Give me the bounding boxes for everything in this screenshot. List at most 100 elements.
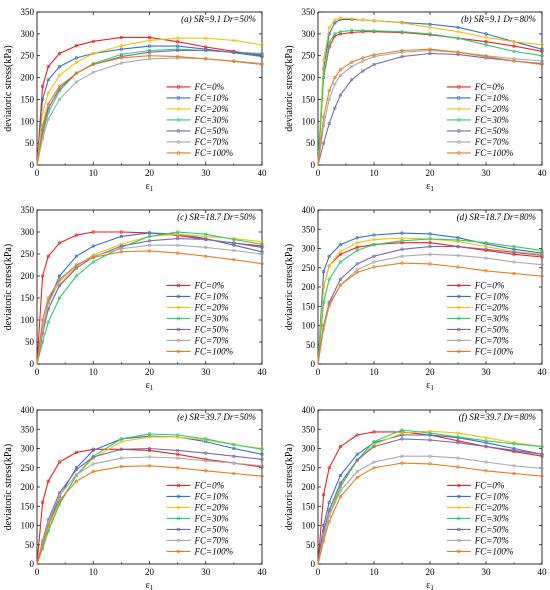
data-point: [333, 18, 337, 22]
data-point: [327, 277, 331, 281]
data-point: [41, 84, 45, 88]
data-point: [260, 262, 264, 266]
data-point: [147, 57, 152, 61]
data-point: [400, 241, 404, 245]
data-point: [74, 263, 78, 267]
y-tick-label: 0: [311, 160, 316, 170]
legend-marker: [457, 96, 461, 100]
x-tick-label: 20: [426, 567, 436, 577]
data-point: [232, 258, 236, 262]
data-point: [361, 18, 365, 22]
data-point: [338, 444, 343, 449]
data-point: [338, 283, 343, 287]
x-tick-label: 30: [201, 367, 211, 377]
legend-marker: [176, 107, 181, 111]
y-tick-label: 250: [21, 463, 35, 473]
data-point: [400, 461, 404, 465]
data-point: [91, 70, 95, 74]
data-point: [147, 239, 152, 243]
data-point: [484, 439, 488, 443]
y-axis-title: deviatoric stress(kPa): [284, 45, 295, 131]
data-point: [428, 462, 432, 466]
data-point: [260, 457, 264, 461]
data-point: [176, 435, 180, 439]
series-line-10pct: [36, 45, 263, 166]
data-point: [232, 248, 236, 253]
legend-marker: [176, 151, 181, 155]
y-tick-label: 100: [21, 116, 35, 126]
legend-marker: [176, 349, 181, 354]
data-point: [46, 78, 50, 82]
data-point: [176, 448, 180, 453]
data-point: [350, 30, 354, 35]
legend-marker: [176, 338, 181, 343]
x-axis-title: ε1: [426, 380, 434, 392]
legend-marker: [457, 527, 461, 532]
data-point: [372, 254, 376, 258]
data-point: [204, 234, 208, 238]
data-point: [372, 444, 376, 449]
x-tick-label: 20: [145, 367, 155, 377]
chart-panel-c: 0 10 20 30 40 0 50 100 150 200 250 300 350 ε1 deviator…: [3, 205, 267, 392]
data-point: [350, 60, 354, 64]
data-point: [540, 59, 544, 63]
data-point: [355, 241, 359, 245]
data-point: [428, 232, 432, 236]
y-tick-label: 50: [306, 540, 316, 550]
data-point: [484, 460, 488, 464]
data-point: [400, 239, 404, 243]
series-line-30pct: [317, 29, 543, 166]
data-point: [204, 45, 208, 49]
data-point: [333, 32, 337, 36]
data-point: [147, 44, 152, 48]
legend-marker: [457, 118, 461, 122]
data-point: [119, 437, 123, 441]
data-point: [147, 38, 152, 43]
data-point: [176, 237, 180, 241]
data-point: [322, 115, 326, 119]
data-point: [91, 470, 95, 474]
data-point: [41, 318, 45, 322]
legend-label: FC=30%: [194, 115, 229, 125]
data-point: [74, 44, 78, 48]
data-point: [400, 247, 404, 251]
legend-label: FC=0%: [194, 82, 225, 92]
data-point: [176, 243, 180, 247]
data-point: [456, 50, 460, 54]
legend-marker: [457, 85, 461, 89]
data-point: [338, 260, 343, 264]
data-point: [540, 452, 544, 456]
x-tick-label: 10: [370, 367, 380, 377]
data-point: [260, 242, 264, 246]
data-point: [484, 54, 488, 59]
legend-marker: [176, 283, 181, 288]
data-point: [147, 50, 152, 54]
x-tick-label: 30: [482, 168, 492, 178]
data-point: [484, 43, 488, 47]
data-point: [327, 264, 331, 268]
data-point: [41, 124, 45, 128]
data-point: [540, 474, 544, 478]
data-point: [400, 48, 404, 53]
data-point: [484, 441, 488, 445]
y-tick-label: 250: [302, 463, 316, 473]
data-point: [355, 245, 359, 249]
y-tick-label: 200: [302, 73, 316, 83]
data-point: [327, 302, 331, 306]
data-point: [350, 78, 354, 82]
y-tick-label: 100: [302, 116, 316, 126]
y-tick-label: 0: [311, 359, 316, 369]
y-tick-label: 150: [21, 94, 35, 104]
data-point: [74, 274, 78, 278]
data-point: [232, 59, 236, 63]
legend-label: FC=30%: [474, 513, 509, 523]
data-point: [327, 466, 331, 470]
legend-marker: [176, 538, 181, 543]
legend-marker: [457, 327, 461, 332]
y-tick-label: 300: [21, 227, 35, 237]
legend-label: FC=0%: [474, 480, 505, 490]
data-point: [355, 452, 359, 456]
legend-label: FC=100%: [474, 346, 514, 356]
data-point: [176, 44, 180, 48]
legend-marker: [457, 294, 461, 299]
